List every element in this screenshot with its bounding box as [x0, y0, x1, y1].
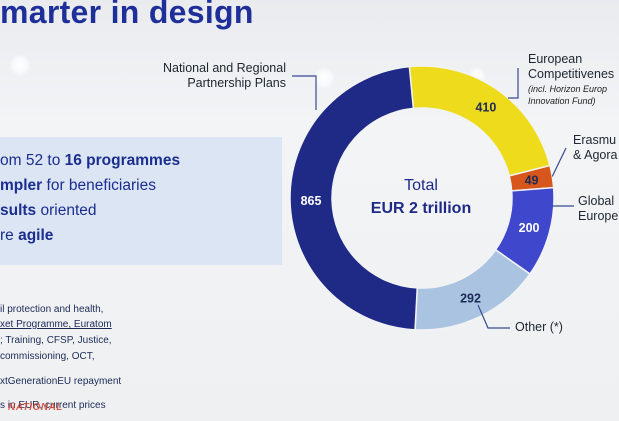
light-glare — [313, 67, 335, 89]
leader-line-other — [477, 304, 510, 329]
label-line: Partnership Plans — [187, 76, 286, 90]
label-line: National and Regional — [162, 61, 286, 75]
footnote-line: s in EUR, current prices — [0, 400, 106, 411]
bullet-strong: 16 programmes — [64, 152, 181, 169]
bullet-agile: re agile — [0, 227, 53, 245]
label-national: National and Regional Partnership Plans — [110, 61, 286, 91]
label-competitiveness: European Competitivenes (incl. Horizon E… — [528, 52, 614, 107]
center-total-label: Total — [404, 177, 438, 194]
slice-value-european-competitiveness: 410 — [475, 101, 496, 115]
label-line: & Agora — [573, 148, 618, 162]
center-total-value: EUR 2 trillion — [371, 200, 471, 217]
footnote-line: commissioning, OCT, — [0, 351, 95, 362]
label-line: Global — [578, 194, 615, 208]
label-line: Erasmu — [573, 133, 617, 147]
label-note: Innovation Fund) — [528, 96, 596, 106]
leader-line-national — [292, 75, 317, 110]
label-note: (incl. Horizon Europ — [528, 84, 608, 94]
bullet-text: om 52 to — [0, 152, 65, 169]
label-line: Europe — [578, 209, 619, 223]
footnote-line: xtGenerationEU repayment — [0, 376, 122, 387]
slice-value-global-europe: 200 — [519, 221, 540, 235]
watermark-logo: NATIONAL — [8, 402, 63, 413]
slice-value-national-and-regional-partnership-plans: 865 — [301, 194, 322, 208]
bullet-text: oriented — [36, 202, 97, 219]
donut-value-labels: 410 49 200 292 865 — [301, 101, 540, 306]
donut-slice-national-and-regional-partnership-plans — [289, 65, 419, 331]
leader-line-erasmus — [551, 147, 567, 177]
footnote-line: il protection and health, — [0, 304, 104, 315]
leader-lines — [292, 68, 574, 329]
label-global: Global Europe — [578, 194, 618, 224]
donut-slices — [289, 65, 555, 331]
bullet-strong: agile — [18, 227, 54, 244]
bullet-simpler: mpler for beneficiaries — [0, 177, 156, 195]
bullet-strong: sults — [0, 202, 37, 219]
footnote-line: xet Programme, Euratom — [0, 319, 112, 330]
slice-value-other: 292 — [460, 291, 481, 305]
leader-line-competitiveness — [508, 68, 519, 99]
donut-slice-other — [414, 248, 531, 331]
bullet-text: re — [0, 227, 19, 244]
bullet-results: sults oriented — [0, 202, 97, 220]
bullet-text: for beneficiaries — [42, 177, 156, 194]
light-glare — [9, 54, 31, 76]
label-erasmus: Erasmu & Agora — [573, 133, 617, 163]
footnote-line: ; Training, CFSP, Justice, — [0, 335, 112, 346]
benefits-panel — [0, 137, 282, 265]
bullet-programmes: om 52 to 16 programmes — [0, 152, 180, 170]
page-title: marter in design — [0, 0, 254, 30]
bullet-strong: mpler — [0, 177, 43, 194]
label-line: European — [528, 52, 583, 66]
footnote-link: xet Programme, Euratom — [0, 319, 112, 330]
slice-value-erasmus-agora: 49 — [525, 173, 539, 187]
label-other: Other (*) — [515, 320, 563, 334]
label-line: Competitivenes — [528, 67, 615, 81]
